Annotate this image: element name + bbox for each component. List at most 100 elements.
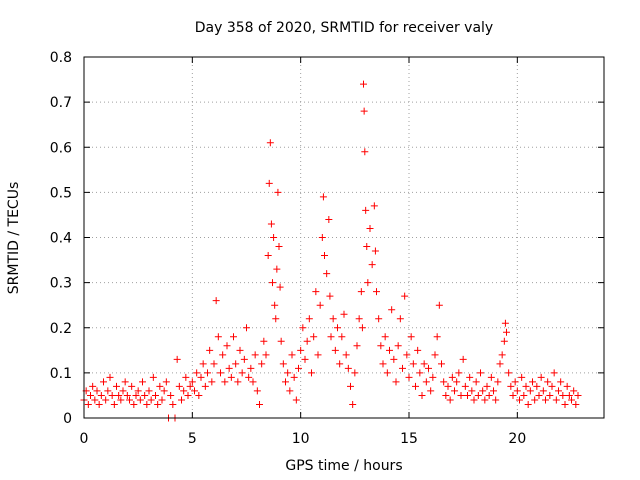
data-point <box>485 391 493 399</box>
data-point <box>418 391 426 399</box>
data-point <box>186 382 194 390</box>
data-point <box>574 391 582 399</box>
data-point <box>214 333 222 341</box>
data-point <box>318 234 326 241</box>
data-point <box>230 333 237 341</box>
data-point <box>461 382 469 390</box>
chart-title: Day 358 of 2020, SRMTID for receiver val… <box>195 20 493 36</box>
data-point <box>162 378 170 386</box>
data-point <box>483 382 491 390</box>
data-point <box>355 315 363 323</box>
data-point <box>368 261 376 269</box>
data-point <box>429 373 437 381</box>
data-point <box>279 360 287 368</box>
data-point <box>276 283 284 291</box>
data-point <box>524 400 532 408</box>
data-point <box>561 400 569 408</box>
data-point <box>269 279 276 287</box>
data-point <box>353 342 361 350</box>
data-point <box>453 378 461 386</box>
data-point <box>511 378 519 386</box>
data-point <box>195 391 203 399</box>
data-point <box>321 252 328 260</box>
data-point <box>370 202 378 210</box>
data-point <box>89 382 97 390</box>
data-point <box>392 378 400 386</box>
data-point <box>474 391 482 399</box>
data-point <box>539 387 547 395</box>
data-point <box>334 324 341 332</box>
data-point <box>199 360 207 368</box>
data-point <box>529 378 536 386</box>
data-point <box>260 337 268 345</box>
data-point <box>134 387 142 395</box>
data-point <box>277 337 285 345</box>
data-point <box>221 378 229 386</box>
data-point <box>535 391 543 399</box>
data-point <box>440 378 448 386</box>
data-point <box>470 396 478 404</box>
data-point <box>139 378 146 386</box>
data-point <box>360 80 367 88</box>
data-point <box>544 378 552 386</box>
data-point <box>292 396 300 404</box>
data-point <box>258 360 266 368</box>
data-point <box>266 139 274 147</box>
data-point <box>394 342 402 350</box>
data-point <box>468 387 476 395</box>
data-point <box>363 243 371 251</box>
data-point <box>286 387 294 395</box>
data-point <box>115 391 123 399</box>
data-point <box>572 400 580 408</box>
data-point <box>319 193 327 201</box>
data-point <box>271 301 279 309</box>
data-point <box>526 387 534 395</box>
data-point <box>217 369 224 377</box>
data-point <box>104 387 112 395</box>
data-point <box>84 400 92 408</box>
data-point <box>256 400 263 408</box>
data-point <box>265 179 273 187</box>
data-point <box>262 351 270 359</box>
data-point <box>513 387 521 395</box>
data-point <box>251 351 259 359</box>
data-point <box>305 315 313 323</box>
data-point <box>396 315 404 323</box>
data-point <box>310 333 318 341</box>
y-tick-label: 0.8 <box>50 50 72 66</box>
data-point <box>154 400 162 408</box>
x-tick-label: 15 <box>400 431 418 447</box>
data-point <box>173 355 181 363</box>
data-point <box>552 396 560 404</box>
data-point <box>326 292 334 300</box>
data-point <box>459 355 467 363</box>
data-point <box>288 351 296 359</box>
data-point <box>178 396 185 404</box>
y-axis-label: SRMTID / TECUs <box>6 182 22 295</box>
data-point <box>184 391 192 399</box>
data-point <box>425 364 432 372</box>
data-point <box>275 243 283 251</box>
data-point <box>152 391 159 399</box>
data-point <box>121 378 129 386</box>
data-point <box>357 288 365 296</box>
data-point <box>245 373 253 381</box>
data-point <box>362 206 370 214</box>
data-point <box>247 364 255 372</box>
data-point <box>197 373 205 381</box>
data-point <box>490 387 497 395</box>
data-point <box>243 324 250 332</box>
data-point <box>546 391 554 399</box>
data-point <box>457 391 465 399</box>
data-point <box>212 297 220 305</box>
data-point <box>377 342 385 350</box>
data-point <box>273 265 281 273</box>
y-tick-labels: 0 0.1 0.2 0.3 0.4 0.5 0.6 0.7 0.8 <box>50 50 72 427</box>
data-point <box>156 382 164 390</box>
data-point <box>210 360 218 368</box>
data-point <box>102 396 110 404</box>
data-point <box>149 373 157 381</box>
data-point <box>299 324 307 332</box>
data-point <box>158 396 166 404</box>
data-point <box>204 369 211 377</box>
